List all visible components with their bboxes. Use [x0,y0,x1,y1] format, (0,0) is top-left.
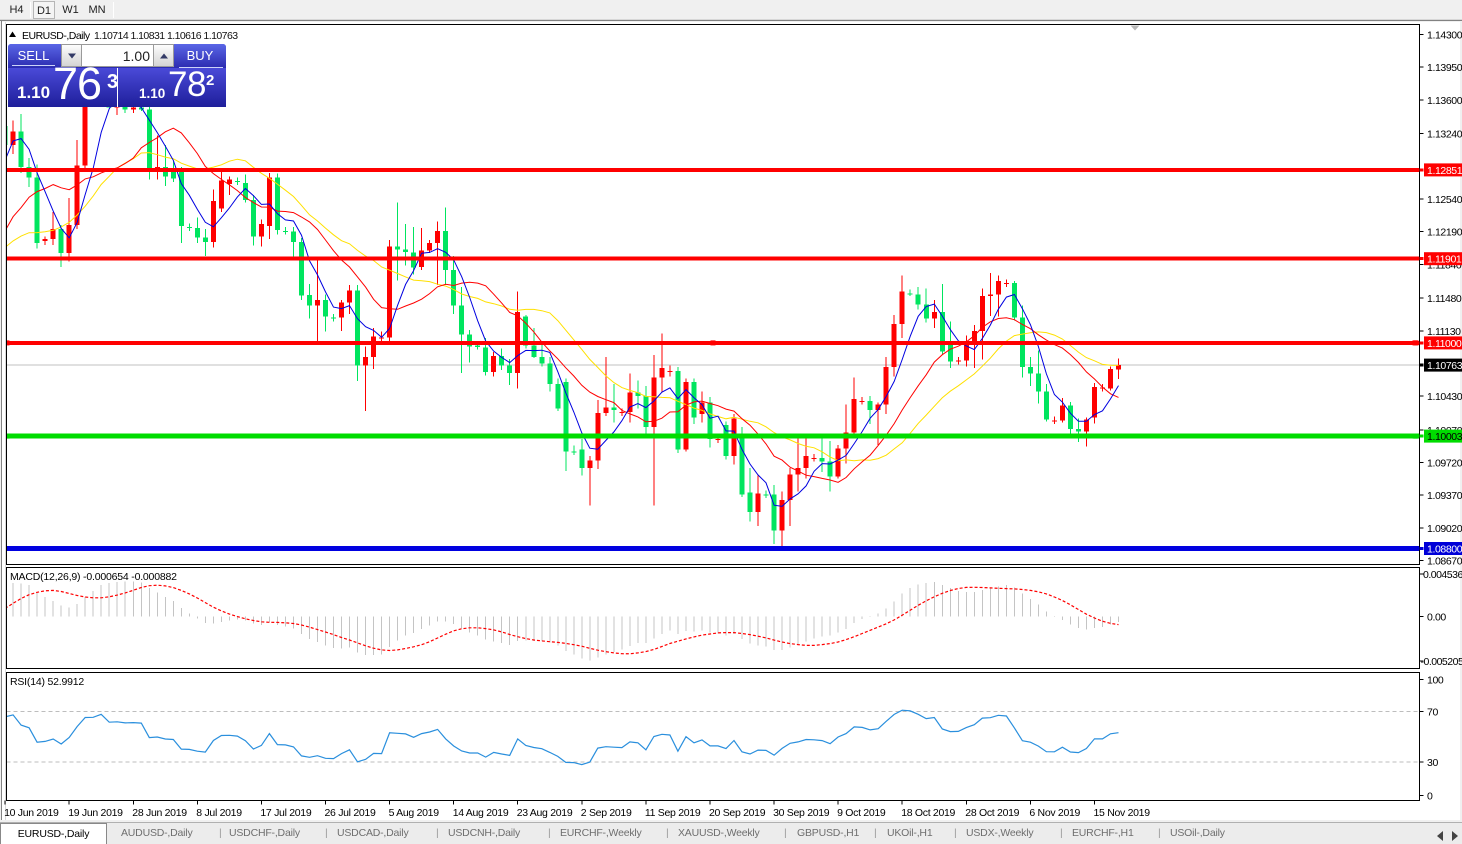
svg-text:26 Jul 2019: 26 Jul 2019 [325,807,376,819]
svg-text:20 Sep 2019: 20 Sep 2019 [709,807,766,819]
svg-text:17 Jul 2019: 17 Jul 2019 [260,807,311,819]
svg-text:10 Jun 2019: 10 Jun 2019 [4,807,59,819]
svg-text:14 Aug 2019: 14 Aug 2019 [453,807,509,819]
svg-text:100: 100 [1427,675,1444,687]
svg-text:RSI(14) 52.9912: RSI(14) 52.9912 [10,676,84,688]
svg-text:1.11130: 1.11130 [1427,326,1461,338]
svg-text:70: 70 [1427,707,1438,719]
svg-text:1.12540: 1.12540 [1427,194,1462,206]
svg-text:1.13240: 1.13240 [1427,129,1462,141]
svg-text:1.11901: 1.11901 [1427,254,1462,266]
svg-text:-0.005205: -0.005205 [1421,656,1462,668]
svg-text:9 Oct 2019: 9 Oct 2019 [837,807,886,819]
svg-text:MACD(12,26,9) -0.000654 -0.000: MACD(12,26,9) -0.000654 -0.000882 [10,571,177,583]
svg-text:6 Nov 2019: 6 Nov 2019 [1029,807,1080,819]
svg-text:1.10003: 1.10003 [1427,431,1462,443]
svg-text:1.08670: 1.08670 [1427,556,1462,568]
svg-text:28 Oct 2019: 28 Oct 2019 [965,807,1019,819]
svg-text:1.09720: 1.09720 [1427,458,1462,470]
svg-text:1.14300: 1.14300 [1427,30,1462,42]
svg-text:0.00: 0.00 [1427,612,1446,624]
svg-text:5 Aug 2019: 5 Aug 2019 [389,807,440,819]
svg-text:1.10714 1.10831 1.10616 1.1076: 1.10714 1.10831 1.10616 1.10763 [94,30,238,42]
svg-text:1.11480: 1.11480 [1427,293,1462,305]
svg-text:1.10763: 1.10763 [1427,360,1462,372]
svg-text:1.08800: 1.08800 [1427,544,1462,556]
svg-text:0.004536: 0.004536 [1423,569,1462,581]
svg-text:2 Sep 2019: 2 Sep 2019 [581,807,632,819]
svg-text:0: 0 [1427,791,1433,803]
svg-text:1.09370: 1.09370 [1427,490,1462,502]
svg-text:30: 30 [1427,757,1438,769]
svg-text:18 Oct 2019: 18 Oct 2019 [901,807,955,819]
svg-text:19 Jun 2019: 19 Jun 2019 [68,807,123,819]
svg-text:11 Sep 2019: 11 Sep 2019 [645,807,701,819]
svg-text:15 Nov 2019: 15 Nov 2019 [1094,807,1151,819]
svg-text:1.13950: 1.13950 [1427,62,1462,74]
svg-text:EURUSD-,Daily: EURUSD-,Daily [22,30,91,42]
svg-text:1.12851: 1.12851 [1427,165,1462,177]
svg-text:1.12190: 1.12190 [1427,227,1462,239]
svg-text:1.11000: 1.11000 [1427,338,1462,350]
svg-text:1.09020: 1.09020 [1427,523,1462,535]
svg-text:30 Sep 2019: 30 Sep 2019 [773,807,830,819]
svg-text:23 Aug 2019: 23 Aug 2019 [517,807,573,819]
svg-text:1.13600: 1.13600 [1427,95,1462,107]
svg-text:1.10430: 1.10430 [1427,391,1462,403]
svg-text:28 Jun 2019: 28 Jun 2019 [132,807,187,819]
svg-text:8 Jul 2019: 8 Jul 2019 [196,807,242,819]
